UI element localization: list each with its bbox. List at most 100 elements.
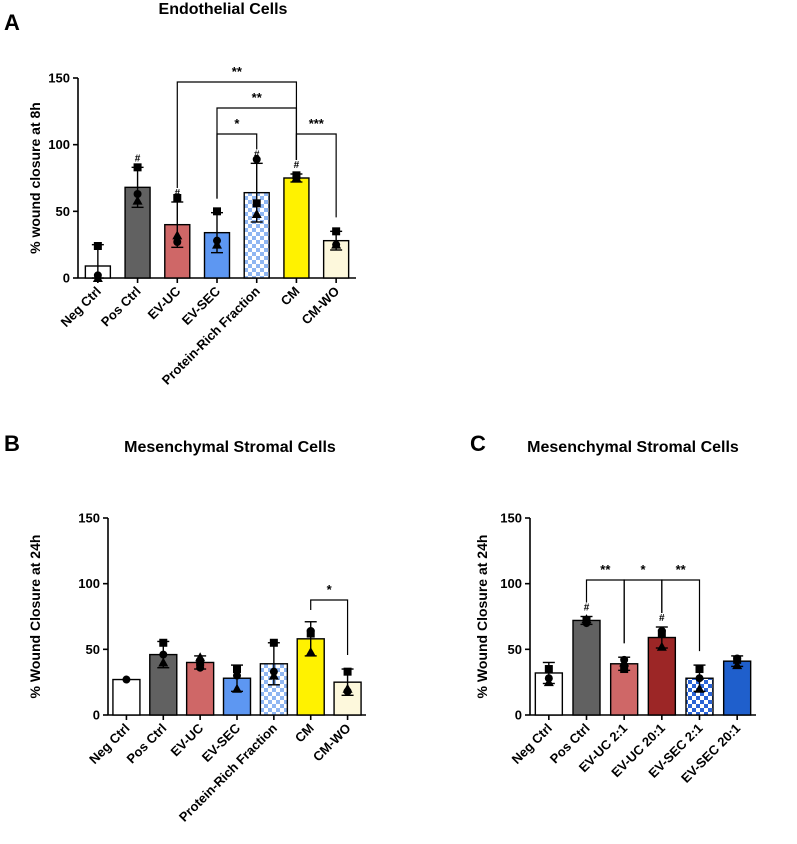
data-point xyxy=(233,671,241,680)
chart-title: Mesenchymal Stromal Cells xyxy=(124,439,336,456)
data-point xyxy=(195,652,206,662)
data-point xyxy=(269,638,278,647)
y-tick-label: 50 xyxy=(56,204,70,219)
comparison-bracket xyxy=(661,579,701,652)
chart-a: A Endothelial Cells % wound closure at 8h 0… xyxy=(4,1,356,388)
y-tick-label: 100 xyxy=(78,576,100,591)
significance-hash: # xyxy=(175,188,181,199)
significance-label: ** xyxy=(676,562,687,577)
y-tick-label: 50 xyxy=(508,642,522,657)
data-point xyxy=(233,665,241,674)
comparison-bracket xyxy=(310,599,349,656)
data-point xyxy=(544,674,553,683)
chart-c: C Mesenchymal Stromal Cells % Wound Closur… xyxy=(470,431,756,786)
x-category-label: CM-WO xyxy=(310,721,354,765)
chart-title: Endothelial Cells xyxy=(159,1,288,18)
data-point xyxy=(132,195,143,205)
y-tick-label: 0 xyxy=(63,271,70,286)
significance-label: *** xyxy=(309,116,325,131)
data-point xyxy=(252,155,261,164)
comparison-bracket xyxy=(295,133,337,218)
y-tick-label: 0 xyxy=(515,708,522,723)
significance-hash: # xyxy=(584,603,590,614)
bar xyxy=(283,177,310,279)
significance-label: ** xyxy=(252,90,263,105)
y-tick-label: 150 xyxy=(500,511,522,526)
data-point xyxy=(657,626,666,635)
data-point xyxy=(694,683,705,693)
y-tick-label: 100 xyxy=(48,137,70,152)
data-point xyxy=(133,163,142,172)
data-point xyxy=(159,650,168,659)
data-point xyxy=(213,236,221,245)
y-axis-label: % Wound Closure at 24h xyxy=(474,535,490,699)
significance-label: ** xyxy=(600,562,611,577)
y-axis-label: % wound closure at 8h xyxy=(27,102,43,254)
comparison-bracket xyxy=(216,133,258,199)
data-point xyxy=(122,675,131,684)
significance-label: * xyxy=(327,582,333,597)
x-category-label: CM xyxy=(292,721,317,746)
significance-label: * xyxy=(234,116,240,131)
panel-letter: B xyxy=(4,431,20,456)
data-point xyxy=(620,655,629,664)
x-category-label: Neg Ctrl xyxy=(509,721,555,767)
data-point xyxy=(232,683,242,693)
data-point xyxy=(196,658,205,667)
chart-title: Mesenchymal Stromal Cells xyxy=(527,439,739,456)
x-category-label: Neg Ctrl xyxy=(86,721,132,767)
significance-label: ** xyxy=(232,64,243,79)
data-point xyxy=(656,641,667,651)
y-tick-label: 150 xyxy=(48,71,70,86)
data-point xyxy=(93,271,102,280)
comparison-bracket xyxy=(623,579,663,644)
comparison-bracket xyxy=(176,81,298,188)
significance-hash: # xyxy=(294,160,300,171)
data-point xyxy=(332,240,341,249)
data-point xyxy=(305,646,316,656)
significance-hash: # xyxy=(254,149,260,160)
data-point xyxy=(172,230,183,240)
x-category-label: CM-WO xyxy=(298,284,342,328)
data-point xyxy=(544,665,553,674)
data-point xyxy=(159,638,168,647)
data-point xyxy=(332,227,341,236)
data-point xyxy=(343,667,352,676)
bar xyxy=(572,619,601,716)
data-point xyxy=(213,207,221,216)
data-point xyxy=(695,674,704,683)
data-point xyxy=(292,172,301,181)
y-tick-label: 100 xyxy=(500,576,522,591)
significance-label: * xyxy=(640,562,646,577)
data-point xyxy=(133,190,142,198)
data-point xyxy=(173,238,182,246)
data-point xyxy=(251,209,262,218)
x-category-label: Neg Ctrl xyxy=(58,284,104,330)
bar xyxy=(112,678,141,716)
y-tick-label: 0 xyxy=(93,708,100,723)
y-axis-label: % Wound Closure at 24h xyxy=(27,535,43,699)
data-point xyxy=(343,687,352,696)
panel-letter: C xyxy=(470,431,486,456)
y-tick-label: 150 xyxy=(78,511,100,526)
data-point xyxy=(93,242,102,250)
data-point xyxy=(196,663,205,672)
significance-hash: # xyxy=(135,153,141,164)
chart-b: B Mesenchymal Stromal Cells % Wound Closur… xyxy=(4,431,366,825)
data-point xyxy=(173,194,182,202)
significance-hash: # xyxy=(659,613,665,624)
data-point xyxy=(158,657,169,667)
data-point xyxy=(269,667,278,676)
y-tick-label: 50 xyxy=(86,642,100,657)
x-category-label: CM xyxy=(278,284,303,309)
x-category-label: Pos Ctrl xyxy=(124,721,170,767)
data-point xyxy=(582,619,591,628)
data-point xyxy=(732,660,743,670)
panel-letter: A xyxy=(4,10,20,35)
data-point xyxy=(733,654,742,663)
data-point xyxy=(695,665,704,674)
data-point xyxy=(620,665,629,674)
data-point xyxy=(306,626,315,635)
x-category-label: EV-UC xyxy=(145,283,184,322)
